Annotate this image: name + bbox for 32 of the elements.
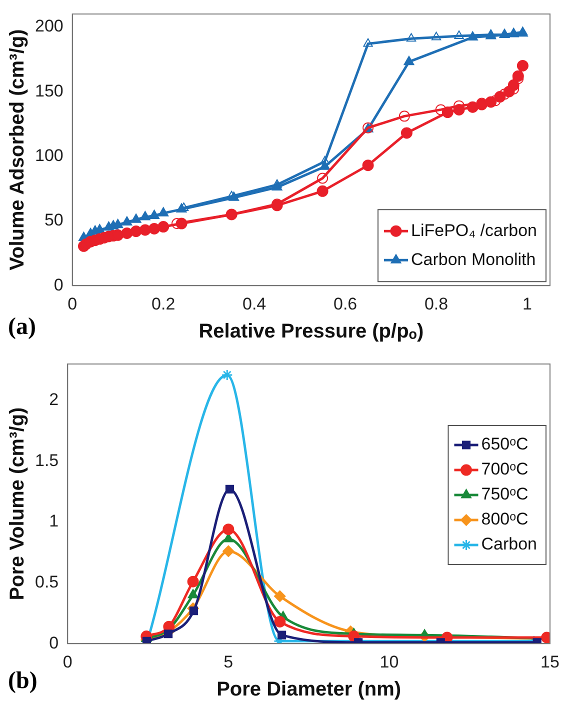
y-tick-label: 0.5 (34, 572, 59, 592)
x-tick-label: 1 (522, 294, 532, 314)
x-tick-label: 0.8 (424, 294, 448, 314)
legend-label: 700ᵒC (481, 460, 528, 479)
y-tick-label: 50 (44, 210, 64, 230)
x-tick-label: 10 (380, 652, 399, 672)
x-tick-label: 0 (68, 294, 78, 314)
text: (a) (8, 314, 36, 341)
text: (b) (8, 668, 38, 695)
x-tick-label: 0.2 (152, 294, 176, 314)
y-axis-title: Volume Adsorbed (cm³/g) (6, 29, 29, 270)
legend-label: Carbon Monolith (411, 250, 536, 269)
y-tick-label: 100 (34, 146, 64, 165)
x-tick-label: 15 (540, 652, 560, 672)
x-tick-label: 0.4 (242, 294, 266, 314)
legend-label: Carbon (481, 534, 538, 554)
legend-label: 800ᵒC (481, 510, 528, 529)
y-tick-label: 150 (34, 81, 64, 100)
y-axis-title: Pore Volume (cm³/g) (6, 407, 29, 600)
x-axis-title: Pore Diameter (nm) (216, 678, 402, 701)
legend-label: 750ᵒC (481, 484, 528, 504)
y-tick-label: 1.5 (34, 450, 59, 470)
x-axis-title: Relative Pressure (p/pₒ) (198, 320, 424, 343)
y-tick-label: 0 (49, 633, 59, 652)
y-tick-label: 2 (49, 390, 59, 410)
legend-label: 650ᵒC (481, 434, 528, 454)
y-tick-label: 0 (54, 275, 64, 294)
x-tick-label: 0.6 (333, 294, 358, 314)
y-tick-label: 200 (34, 16, 64, 36)
legend-label: LiFePO₄ /carbon (411, 220, 537, 240)
x-tick-label: 5 (224, 652, 234, 672)
y-tick-label: 1 (49, 512, 59, 531)
